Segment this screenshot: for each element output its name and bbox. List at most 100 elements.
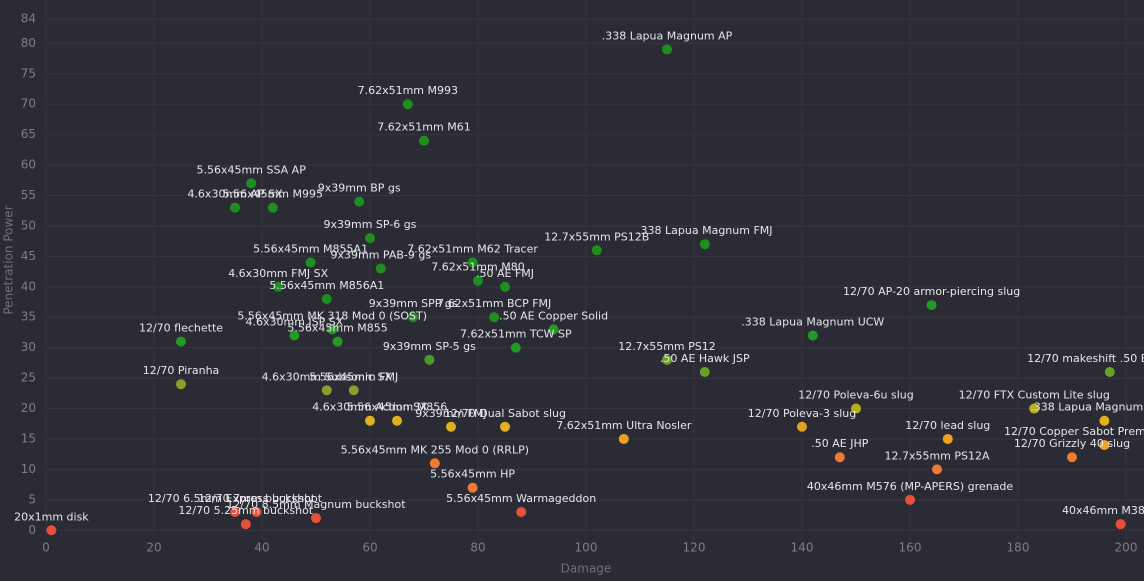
point-label: 5.56x45mm HP (430, 468, 515, 481)
point (332, 336, 343, 347)
y-tick-label: 45 (21, 249, 36, 263)
point-label: 12.7x55mm PS12 (618, 340, 716, 353)
point (548, 324, 559, 335)
y-tick-label: 65 (21, 127, 36, 141)
y-axis-title: Penetration Power (2, 205, 16, 314)
point-label: 7.62x51mm BCP FMJ (437, 297, 551, 310)
point-label: 5.56x45mm M856 (347, 401, 447, 414)
point (273, 281, 284, 292)
point-label: 5.56x45mm Warmageddon (446, 492, 596, 505)
point (419, 135, 429, 146)
point (348, 385, 359, 396)
point (230, 507, 240, 518)
point-label: .50 AE Hawk JSP (660, 352, 750, 365)
y-tick-label: 25 (21, 371, 36, 385)
point-label: 5.56x45mm FMJ (309, 370, 398, 383)
point-label: 9x39mm SPP gs (369, 297, 458, 310)
y-tick-label: 10 (21, 462, 36, 476)
point-label: 5.56x45mm M855 (287, 322, 387, 335)
point (932, 464, 942, 475)
point (516, 507, 527, 518)
x-tick-label: 0 (42, 541, 50, 555)
point (176, 379, 186, 390)
y-tick-label: 55 (21, 188, 36, 202)
point-label: 12/70 lead slug (905, 419, 990, 432)
x-tick-label: 160 (899, 541, 922, 555)
point-label: .338 Lapua Magnum UCW (741, 315, 884, 328)
point (662, 354, 672, 365)
point (834, 452, 845, 463)
point (1099, 440, 1110, 451)
point-label: 12.7x55mm PS12A (884, 449, 990, 462)
point-label: 20x1mm disk (14, 510, 89, 523)
point (246, 178, 257, 189)
point (1029, 403, 1040, 414)
point-label: .50 AE FMJ (476, 267, 534, 280)
point-label: 7.62x51mm Ultra Nosler (556, 419, 692, 432)
point (267, 202, 278, 213)
y-tick-label: 50 (21, 218, 36, 232)
point-label: 12/70 5.25mm buckshot (178, 504, 313, 517)
y-tick-label: 20 (21, 401, 36, 415)
point (1115, 519, 1126, 530)
point-label: 12/70 Poleva-3 slug (748, 407, 856, 420)
point (618, 433, 629, 444)
x-tick-label: 100 (575, 541, 598, 555)
y-tick-label: 15 (21, 431, 36, 445)
point (467, 482, 478, 493)
point (851, 403, 861, 414)
point (365, 233, 375, 244)
x-tick-label: 180 (1007, 541, 1030, 555)
point (327, 324, 338, 335)
point (251, 507, 262, 518)
point-label: 5.56x45mm SSA AP (197, 163, 307, 176)
point-label: 12.7x55mm PS12B (544, 230, 649, 243)
point (807, 330, 818, 341)
point-label: 12/70 AP-20 armor-piercing slug (843, 285, 1020, 298)
point-label: 12/70 7mm buckshot (198, 492, 316, 505)
y-tick-label: 75 (21, 66, 36, 80)
point-label: 12/70 Dual Sabot slug (444, 407, 566, 420)
point (942, 433, 953, 444)
x-tick-label: 120 (683, 541, 706, 555)
y-tick-label: 40 (21, 279, 36, 293)
point (1099, 415, 1110, 426)
x-tick-label: 60 (362, 541, 377, 555)
y-tick-label: 70 (21, 97, 36, 111)
point (489, 312, 500, 323)
y-tick-label: 30 (21, 340, 36, 354)
point-label: 9x39mm SP-5 gs (383, 340, 476, 353)
point (467, 257, 478, 268)
point (473, 275, 483, 286)
y-tick-label: 80 (21, 36, 36, 50)
x-tick-label: 20 (146, 541, 161, 555)
point-label: .50 AE Copper Solid (499, 309, 608, 322)
x-axis-title: Damage (561, 562, 612, 576)
point-label: 9x39mm BP gs (318, 182, 401, 195)
point-label: .50 AE JHP (811, 437, 868, 450)
point (289, 330, 300, 341)
y-tick-label: 84 (21, 12, 36, 26)
point-label: 7.62x51mm M993 (358, 84, 458, 97)
point (354, 196, 365, 207)
point (240, 519, 251, 530)
x-tick-label: 40 (254, 541, 269, 555)
point (500, 421, 510, 432)
point-label: 12/70 8.5mm Magnum buckshot (226, 498, 406, 511)
point-label: 9x39mm FMJ (415, 407, 487, 420)
point (446, 421, 456, 432)
point (797, 421, 807, 432)
point (591, 245, 602, 256)
point (392, 415, 402, 426)
point-label: 12/70 makeshift .50 BMG slug (1027, 352, 1144, 365)
point-label: 12/70 Piranha (143, 364, 220, 377)
point (1067, 452, 1077, 463)
point (699, 239, 710, 250)
point (402, 99, 413, 110)
point-label: 12/70 Copper Sabot Premier HP slug (1004, 425, 1144, 438)
point-label: .338 Lapua Magnum TAC-X (1030, 401, 1144, 414)
point-label: 7.62x51mm M62 Tracer (407, 242, 538, 255)
point-label: 7.62x51mm M61 (377, 121, 470, 134)
